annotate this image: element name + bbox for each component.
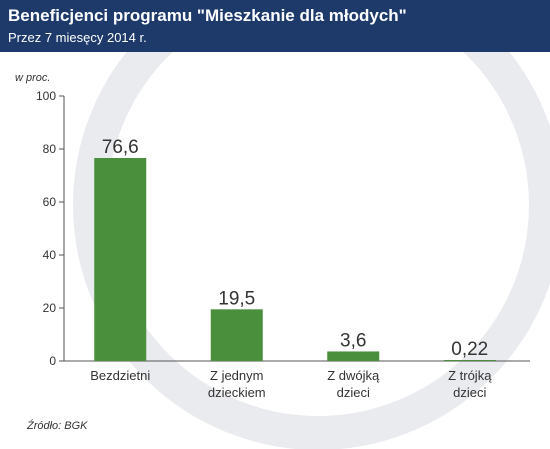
- chart-subtitle: Przez 7 miesęcy 2014 r.: [8, 30, 147, 45]
- y-tick-label: 40: [43, 248, 57, 262]
- y-tick-label: 20: [43, 301, 57, 315]
- y-tick-label: 60: [43, 195, 57, 209]
- bar-value-label: 19,5: [218, 288, 255, 309]
- bar: [210, 309, 263, 361]
- bar: [443, 360, 496, 361]
- x-tick-label: dzieckiem: [208, 385, 266, 400]
- bar-value-label: 76,6: [102, 137, 139, 158]
- header-banner: Beneficjenci programu "Mieszkanie dla mł…: [0, 0, 550, 52]
- source-note: Źródło: BGK: [27, 420, 88, 432]
- y-tick-label: 80: [43, 142, 57, 156]
- x-tick-label: Z dwójką: [327, 368, 380, 383]
- y-tick-label: 0: [49, 354, 56, 368]
- watermark-logo: [73, 0, 550, 449]
- bars: [94, 158, 496, 361]
- x-axis-labels: Bezdzietni Z jednym dzieckiem Z dwójką dziec…: [90, 368, 492, 400]
- y-axis: 0 20 40 60 80 100: [36, 89, 530, 368]
- value-labels: 76,6 19,5 3,6 0,22: [102, 137, 488, 360]
- x-tick-label: dzieci: [337, 385, 370, 400]
- bar: [94, 158, 147, 361]
- y-axis-label: w proc.: [15, 72, 50, 84]
- bar-value-label: 0,22: [451, 339, 488, 360]
- bar-value-label: 3,6: [340, 330, 366, 351]
- x-tick-label: Z trójką: [448, 368, 492, 383]
- bar: [327, 351, 380, 361]
- x-tick-label: dzieci: [453, 385, 486, 400]
- chart-title: Beneficjenci programu "Mieszkanie dla mł…: [8, 6, 407, 25]
- x-tick-label: Bezdzietni: [90, 368, 150, 383]
- y-tick-label: 100: [36, 89, 56, 103]
- x-tick-label: Z jednym: [210, 368, 263, 383]
